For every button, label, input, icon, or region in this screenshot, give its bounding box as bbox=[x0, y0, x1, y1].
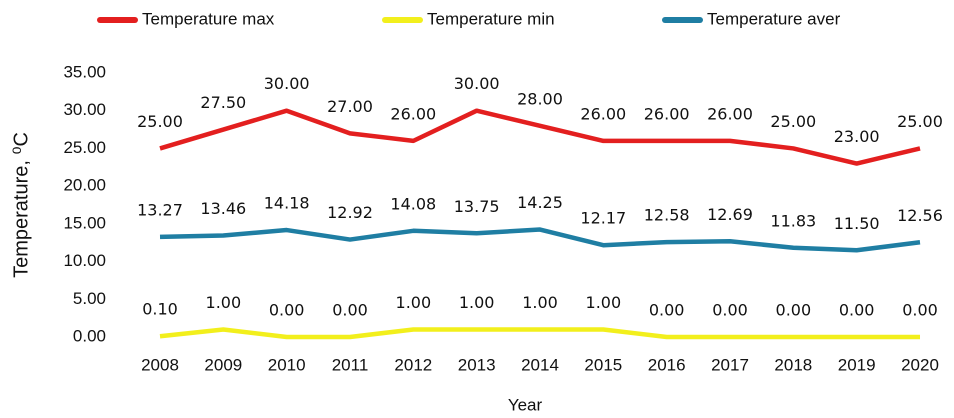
legend-label: Temperature min bbox=[427, 9, 555, 28]
y-tick-label: 5.00 bbox=[73, 289, 106, 308]
data-label: 23.00 bbox=[834, 127, 880, 146]
data-label: 25.00 bbox=[897, 112, 943, 131]
data-label: 26.00 bbox=[644, 104, 690, 123]
data-label: 1.00 bbox=[206, 293, 242, 312]
data-label: 0.00 bbox=[332, 301, 368, 320]
data-label: 26.00 bbox=[390, 104, 436, 123]
data-label: 28.00 bbox=[517, 89, 563, 108]
y-tick-label: 0.00 bbox=[73, 326, 106, 345]
x-tick-label: 2008 bbox=[141, 355, 179, 374]
x-tick-label: 2013 bbox=[458, 355, 496, 374]
data-label: 12.92 bbox=[327, 203, 373, 222]
data-label: 25.00 bbox=[137, 112, 183, 131]
x-tick-label: 2014 bbox=[521, 355, 559, 374]
x-tick-label: 2020 bbox=[901, 355, 939, 374]
data-label: 11.50 bbox=[834, 214, 880, 233]
data-label: 1.00 bbox=[522, 293, 558, 312]
data-label: 25.00 bbox=[770, 112, 816, 131]
y-tick-label: 35.00 bbox=[63, 62, 106, 81]
y-tick-label: 30.00 bbox=[63, 100, 106, 119]
data-label: 0.00 bbox=[649, 301, 685, 320]
data-label: 0.00 bbox=[839, 301, 875, 320]
legend-label: Temperature aver bbox=[707, 9, 841, 28]
x-tick-label: 2010 bbox=[268, 355, 306, 374]
series-line bbox=[159, 227, 921, 253]
legend-label: Temperature max bbox=[142, 9, 275, 28]
series-line bbox=[159, 327, 920, 340]
data-label: 26.00 bbox=[707, 104, 753, 123]
y-axis-title: Temperature, ⁰C bbox=[10, 132, 32, 278]
data-label: 14.08 bbox=[390, 194, 436, 213]
x-axis-title: Year bbox=[508, 395, 543, 414]
y-tick-label: 15.00 bbox=[63, 213, 106, 232]
data-label: 12.56 bbox=[897, 206, 943, 225]
data-label: 13.46 bbox=[200, 199, 246, 218]
data-label: 0.00 bbox=[902, 301, 938, 320]
x-tick-label: 2017 bbox=[711, 355, 749, 374]
data-label: 0.00 bbox=[776, 301, 812, 320]
data-label: 27.00 bbox=[327, 97, 373, 116]
data-label: 11.83 bbox=[770, 211, 816, 230]
data-label: 14.18 bbox=[264, 194, 310, 213]
data-label: 0.00 bbox=[712, 301, 748, 320]
x-tick-label: 2009 bbox=[204, 355, 242, 374]
data-label: 13.27 bbox=[137, 200, 183, 219]
y-tick-label: 25.00 bbox=[63, 138, 106, 157]
data-label: 30.00 bbox=[454, 74, 500, 93]
data-label: 27.50 bbox=[200, 93, 246, 112]
data-label: 13.75 bbox=[454, 197, 500, 216]
x-tick-label: 2019 bbox=[838, 355, 876, 374]
y-tick-label: 20.00 bbox=[63, 176, 106, 195]
data-label: 14.25 bbox=[517, 193, 563, 212]
data-label: 0.00 bbox=[269, 301, 305, 320]
x-tick-label: 2011 bbox=[332, 355, 369, 374]
data-label: 0.10 bbox=[142, 300, 178, 319]
data-label: 26.00 bbox=[580, 104, 626, 123]
x-tick-label: 2016 bbox=[648, 355, 686, 374]
x-tick-label: 2015 bbox=[584, 355, 622, 374]
x-tick-label: 2012 bbox=[394, 355, 432, 374]
data-label: 12.69 bbox=[707, 205, 753, 224]
data-label: 1.00 bbox=[459, 293, 495, 312]
series-line bbox=[159, 108, 921, 166]
data-label: 12.58 bbox=[644, 206, 690, 225]
x-tick-label: 2018 bbox=[774, 355, 812, 374]
y-tick-label: 10.00 bbox=[63, 251, 106, 270]
data-label: 30.00 bbox=[264, 74, 310, 93]
data-label: 1.00 bbox=[396, 293, 432, 312]
data-label: 1.00 bbox=[586, 293, 622, 312]
data-label: 12.17 bbox=[580, 209, 626, 228]
